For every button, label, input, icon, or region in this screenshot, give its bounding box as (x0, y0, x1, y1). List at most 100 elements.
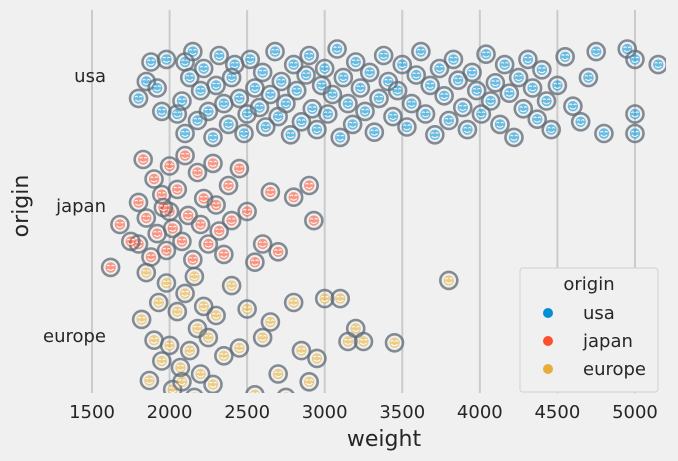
data-point-europe (185, 387, 204, 393)
data-point-japan (190, 214, 211, 235)
data-point-usa (249, 97, 270, 118)
data-point-japan (178, 205, 198, 226)
data-point-europe (299, 371, 319, 392)
data-point-europe (167, 301, 188, 322)
data-point-japan (120, 231, 141, 252)
data-point-usa (452, 97, 473, 118)
data-point-usa (147, 78, 167, 98)
data-point-usa (276, 93, 296, 114)
data-point-europe (353, 331, 374, 352)
data-point-usa (299, 45, 319, 66)
data-point-europe (184, 266, 205, 287)
data-point-usa (359, 62, 380, 83)
data-point-europe (198, 327, 219, 348)
data-point-europe (156, 273, 177, 293)
data-point-usa (443, 49, 464, 70)
legend-box (519, 267, 659, 393)
data-point-usa (252, 62, 273, 83)
data-point-usa (476, 44, 496, 65)
data-point-usa (522, 78, 543, 98)
x-tick-label: 3000 (302, 402, 348, 423)
x-tick-label: 3500 (379, 402, 425, 423)
data-point-usa (327, 39, 347, 59)
data-point-usa (234, 123, 254, 144)
legend-label-usa: usa (583, 303, 615, 324)
data-point-japan (110, 214, 130, 235)
data-point-europe (206, 305, 226, 326)
data-point-usa (240, 49, 261, 70)
data-point-usa (411, 41, 431, 62)
data-point-japan (237, 201, 257, 222)
data-point-usa (518, 49, 538, 70)
data-point-usa (563, 96, 583, 116)
data-point-usa (190, 80, 211, 101)
data-point-japan (214, 244, 234, 265)
data-point-usa (462, 62, 482, 83)
data-point-usa (541, 119, 562, 140)
data-point-japan (153, 197, 174, 218)
data-point-japan (299, 175, 319, 196)
data-point-usa (333, 67, 354, 88)
data-point-usa (406, 65, 427, 85)
data-point-usa (338, 93, 358, 114)
data-point-usa (172, 91, 192, 111)
data-point-usa (648, 54, 666, 75)
data-point-usa (494, 54, 515, 75)
data-point-japan (133, 149, 153, 170)
data-point-japan (203, 153, 223, 174)
data-point-usa (175, 123, 195, 144)
data-point-japan (162, 218, 183, 239)
data-point-usa (229, 88, 250, 109)
data-point-usa (206, 75, 226, 96)
data-point-japan (187, 162, 208, 183)
data-point-usa (578, 67, 599, 88)
data-point-europe (252, 327, 273, 348)
data-point-europe (148, 292, 169, 313)
data-point-usa (466, 80, 487, 101)
legend-marker-europe (543, 364, 553, 374)
data-point-usa (527, 109, 548, 129)
data-point-usa (420, 75, 440, 96)
data-point-usa (167, 104, 188, 124)
data-point-usa (625, 104, 645, 124)
data-point-usa (547, 75, 568, 96)
data-point-usa (183, 41, 203, 62)
data-point-europe (314, 288, 335, 309)
x-tick-label: 1500 (69, 402, 115, 423)
data-point-usa (439, 110, 459, 131)
data-point-japan (198, 234, 219, 254)
y-tick-label-europe: europe (43, 326, 106, 347)
data-point-europe (139, 370, 160, 391)
data-point-usa (586, 41, 606, 62)
data-point-usa (350, 78, 371, 98)
data-point-usa (415, 104, 436, 124)
legend: origin usa japan europe (519, 267, 659, 393)
data-points (100, 39, 666, 393)
data-point-usa (625, 123, 645, 144)
data-point-europe (175, 283, 195, 304)
data-point-europe (291, 340, 312, 361)
data-point-europe (221, 275, 242, 296)
data-point-usa (392, 54, 413, 75)
data-point-europe (307, 348, 327, 369)
data-point-usa (355, 101, 375, 122)
data-point-europe (277, 387, 295, 393)
x-tick-label: 4000 (457, 402, 503, 423)
data-point-usa (280, 125, 301, 145)
data-point-europe (268, 364, 288, 384)
data-point-usa (429, 58, 450, 79)
data-point-japan (206, 195, 226, 215)
data-point-usa (457, 119, 478, 140)
data-point-europe (283, 292, 304, 313)
data-point-usa (342, 114, 363, 135)
data-point-europe (152, 351, 172, 371)
legend-label-japan: japan (582, 331, 633, 352)
x-axis-label: weight (347, 427, 422, 452)
data-point-usa (425, 125, 445, 145)
data-point-usa (485, 73, 506, 93)
data-point-europe (172, 371, 192, 392)
x-tick-label: 5000 (612, 402, 658, 423)
data-point-japan (268, 242, 288, 262)
data-point-usa (401, 93, 422, 114)
data-point-usa (283, 54, 304, 75)
